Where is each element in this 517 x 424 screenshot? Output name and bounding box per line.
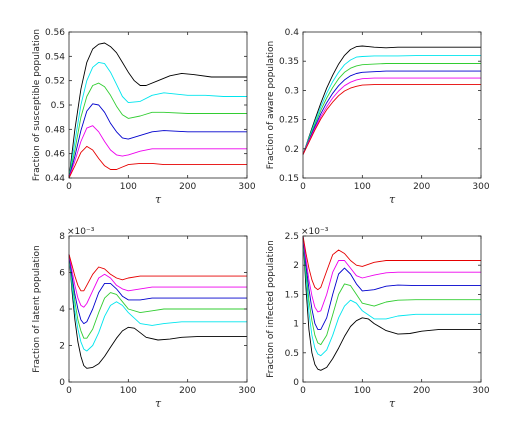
y-tick-label: 1 (293, 320, 299, 330)
series-line-2 (68, 254, 247, 352)
series-line-4 (68, 254, 247, 325)
y-axis-label: Fraction of aware population (266, 41, 276, 170)
series-line-5 (68, 125, 247, 179)
y-tick-label: 0.44 (45, 174, 65, 184)
y-tick-label: 2 (293, 261, 299, 271)
axes-box (302, 235, 482, 383)
series-line-4 (302, 235, 481, 330)
axes-box (302, 31, 482, 179)
x-tick-label: 0 (66, 182, 72, 192)
x-tick-label: 300 (238, 386, 255, 396)
series-line-5 (302, 77, 481, 155)
series-line-4 (302, 70, 481, 155)
y-tick-label: 0.25 (279, 116, 299, 126)
x-axis-label: τ (155, 397, 162, 410)
y-axis-label: Fraction of infected population (266, 240, 276, 378)
x-tick-label: 0 (300, 386, 306, 396)
series-line-5 (68, 254, 247, 308)
x-tick-label: 100 (354, 386, 371, 396)
series-line-6 (302, 235, 481, 291)
series-line-2 (68, 61, 247, 179)
x-tick-label: 0 (66, 386, 72, 396)
series-line-1 (68, 42, 247, 179)
y-axis-label: Fraction of latent population (32, 245, 42, 372)
subplot-3: 0 100 200 300 0 2 4 6 8 ×10⁻³ τ Fraction of latent … (32, 227, 256, 410)
subplot-2: 0 100 200 300 0.15 0.2 0.25 0.3 0.35 0.4 τ Fraction… (266, 28, 490, 206)
x-tick-label: 300 (238, 182, 255, 192)
series-group (68, 42, 247, 179)
y-tick-label: 0 (59, 378, 65, 388)
y-exponent-label: ×10⁻³ (67, 227, 95, 237)
x-axis-label: τ (155, 193, 162, 206)
series-line-2 (302, 235, 481, 357)
series-line-1 (302, 235, 481, 371)
x-tick-label: 200 (179, 182, 196, 192)
series-line-6 (302, 84, 481, 155)
x-tick-label: 300 (472, 386, 489, 396)
y-tick-label: 0.4 (285, 28, 300, 38)
y-tick-label: 2 (59, 342, 65, 352)
series-line-5 (302, 235, 481, 313)
y-tick-label: 0 (293, 378, 299, 388)
y-tick-label: 4 (59, 305, 65, 315)
series-line-3 (68, 82, 247, 179)
y-axis-label: Fraction of susceptible population (32, 29, 42, 181)
series-line-6 (68, 254, 247, 292)
y-tick-label: 2.5 (285, 232, 299, 242)
series-line-6 (68, 145, 247, 179)
x-tick-label: 100 (120, 182, 137, 192)
y-tick-label: 0.52 (45, 77, 65, 87)
series-group (302, 45, 481, 155)
y-tick-label: 1.5 (285, 290, 299, 300)
series-line-1 (302, 45, 481, 155)
subplot-1: 0 100 200 300 0.44 0.46 0.48 0.5 0.52 0.54 0.56 τ Fr… (32, 28, 256, 206)
x-tick-label: 100 (120, 386, 137, 396)
series-line-3 (68, 254, 247, 339)
series-line-1 (68, 254, 247, 369)
x-tick-label: 300 (472, 182, 489, 192)
y-exponent-label: ×10⁻³ (301, 227, 329, 237)
subplot-4: 0 100 200 300 0 0.5 1 1.5 2 2.5 ×10⁻³ τ Fraction of … (266, 227, 490, 410)
y-tick-label: 0.54 (45, 52, 65, 62)
y-tick-label: 0.5 (51, 101, 65, 111)
y-tick-label: 0.2 (285, 145, 299, 155)
y-tick-label: 0.5 (285, 349, 299, 359)
y-tick-label: 8 (59, 232, 65, 242)
series-line-2 (302, 54, 481, 155)
x-tick-label: 200 (179, 386, 196, 396)
y-tick-label: 0.48 (45, 125, 65, 135)
series-line-4 (68, 103, 247, 179)
series-group (68, 254, 247, 369)
x-axis-label: τ (389, 397, 396, 410)
series-line-3 (302, 235, 481, 346)
y-tick-label: 0.56 (45, 28, 65, 38)
y-tick-label: 0.46 (45, 150, 65, 160)
series-group (302, 235, 481, 371)
series-line-3 (302, 63, 481, 155)
x-tick-label: 200 (413, 386, 430, 396)
axes-box (68, 31, 248, 179)
x-tick-label: 100 (354, 182, 371, 192)
x-tick-label: 0 (300, 182, 306, 192)
y-tick-label: 0.15 (279, 174, 299, 184)
y-tick-label: 6 (59, 269, 65, 279)
x-axis-label: τ (389, 193, 396, 206)
y-tick-label: 0.35 (279, 57, 299, 67)
x-tick-label: 200 (413, 182, 430, 192)
y-tick-label: 0.3 (285, 86, 299, 96)
